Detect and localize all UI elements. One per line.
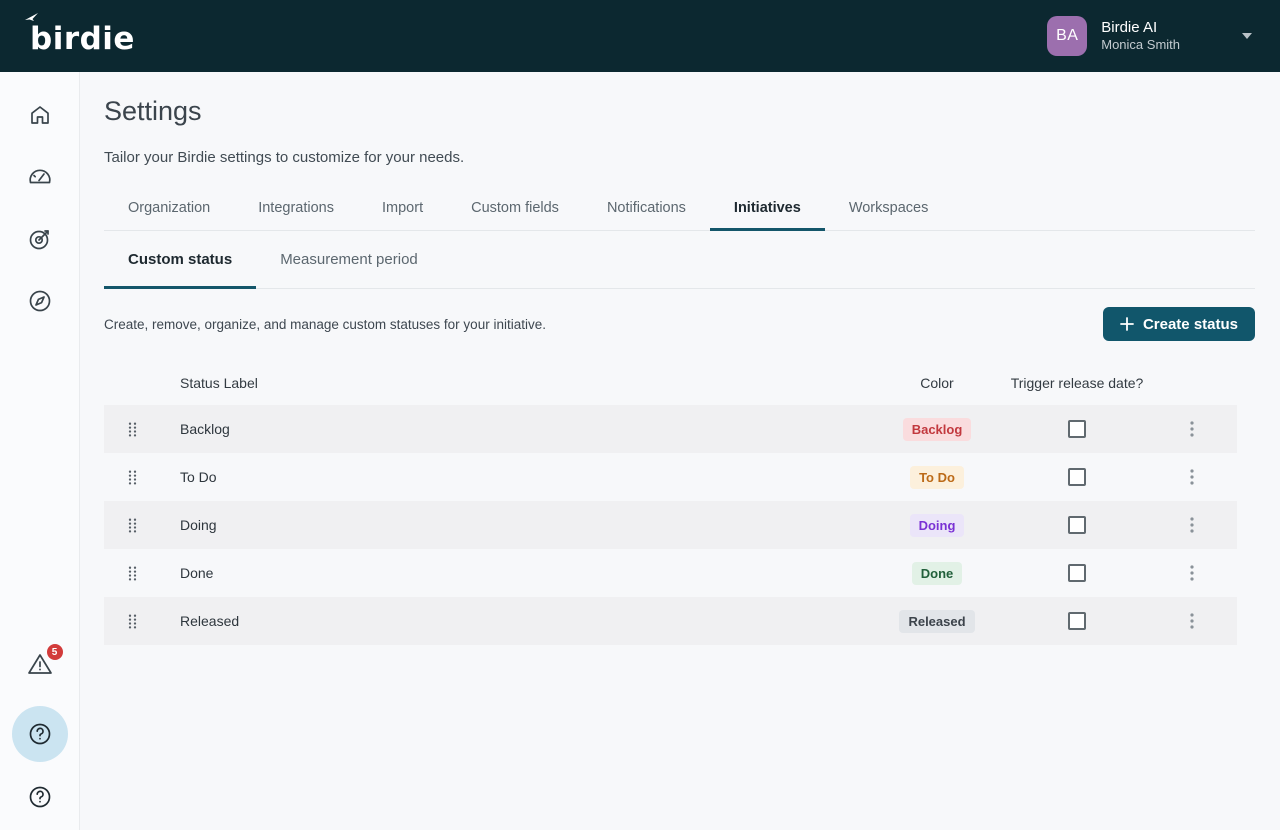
app-logo[interactable]: birdie bbox=[25, 12, 135, 57]
tab-initiatives[interactable]: Initiatives bbox=[709, 186, 825, 231]
home-icon bbox=[30, 106, 49, 124]
logo-text: birdie bbox=[30, 20, 135, 57]
chevron-down-icon[interactable] bbox=[1242, 33, 1252, 39]
drag-handle[interactable] bbox=[104, 422, 160, 437]
sidebar-item-help[interactable] bbox=[27, 784, 53, 810]
column-status-label: Status Label bbox=[180, 375, 258, 391]
table-row: To Do To Do bbox=[104, 453, 1237, 501]
status-color-badge: Doing bbox=[909, 513, 965, 537]
section-description: Create, remove, organize, and manage cus… bbox=[104, 316, 546, 332]
tab-import[interactable]: Import bbox=[382, 200, 424, 216]
drag-handle[interactable] bbox=[104, 614, 160, 629]
initiatives-subtabs: Custom status Measurement period bbox=[104, 231, 1255, 289]
drag-dots-icon bbox=[128, 566, 136, 581]
drag-dots-icon bbox=[128, 614, 136, 629]
column-trigger-release-date: Trigger release date? bbox=[1010, 375, 1144, 391]
custom-status-table: Status Label Color Trigger release date?… bbox=[104, 361, 1237, 645]
kebab-menu-icon bbox=[1190, 421, 1194, 437]
create-status-button[interactable]: Create status bbox=[1102, 307, 1255, 341]
drag-dots-icon bbox=[128, 470, 136, 485]
status-label: Backlog bbox=[180, 421, 230, 437]
page-title: Settings bbox=[104, 96, 202, 126]
plus-icon bbox=[1120, 317, 1134, 331]
status-label: To Do bbox=[180, 469, 217, 485]
table-row: Doing Doing bbox=[104, 501, 1237, 549]
drag-handle[interactable] bbox=[104, 470, 160, 485]
sidebar-item-explore[interactable] bbox=[27, 288, 53, 314]
topbar: birdie BA Birdie AI Monica Smith bbox=[0, 0, 1280, 72]
sidebar-item-goals[interactable] bbox=[27, 226, 53, 252]
status-color-badge: Released bbox=[899, 609, 975, 633]
row-menu-button[interactable] bbox=[1180, 417, 1204, 441]
main-content: Settings Tailor your Birdie settings to … bbox=[80, 72, 1280, 645]
account-menu[interactable]: BA Birdie AI Monica Smith bbox=[1047, 16, 1252, 56]
sidebar-bottom-group: 5 bbox=[11, 644, 68, 810]
column-color: Color bbox=[920, 375, 954, 391]
sidebar-item-alerts[interactable]: 5 bbox=[26, 644, 63, 682]
goals-target-icon bbox=[29, 230, 49, 250]
create-status-label: Create status bbox=[1142, 315, 1238, 333]
subtab-custom-status[interactable]: Custom status bbox=[104, 231, 257, 289]
alerts-count-badge: 5 bbox=[46, 644, 63, 660]
kebab-menu-icon bbox=[1190, 469, 1194, 485]
account-name: Birdie AI bbox=[1101, 18, 1158, 36]
drag-handle[interactable] bbox=[104, 518, 160, 533]
trigger-release-checkbox[interactable] bbox=[1068, 516, 1086, 534]
sidebar-item-home[interactable] bbox=[27, 102, 53, 128]
row-menu-button[interactable] bbox=[1180, 561, 1204, 585]
status-color-badge: Done bbox=[911, 561, 963, 585]
settings-tabs: Organization Integrations Import Custom … bbox=[104, 186, 1255, 231]
sidebar-item-help-active[interactable] bbox=[11, 706, 68, 762]
tab-notifications[interactable]: Notifications bbox=[606, 200, 686, 216]
table-header: Status Label Color Trigger release date? bbox=[104, 361, 1237, 405]
row-menu-button[interactable] bbox=[1180, 513, 1204, 537]
row-menu-button[interactable] bbox=[1180, 465, 1204, 489]
table-row: Released Released bbox=[104, 597, 1237, 645]
section-header: Create, remove, organize, and manage cus… bbox=[104, 307, 1255, 341]
row-menu-button[interactable] bbox=[1180, 609, 1204, 633]
status-color-badge: To Do bbox=[910, 465, 964, 489]
status-label: Doing bbox=[180, 517, 217, 533]
dashboard-gauge-icon bbox=[28, 169, 51, 184]
sidebar-item-dashboard[interactable] bbox=[27, 164, 53, 190]
trigger-release-checkbox[interactable] bbox=[1068, 564, 1086, 582]
trigger-release-checkbox[interactable] bbox=[1068, 420, 1086, 438]
drag-dots-icon bbox=[128, 422, 136, 437]
tab-custom-fields[interactable]: Custom fields bbox=[471, 200, 559, 216]
trigger-release-checkbox[interactable] bbox=[1068, 612, 1086, 630]
page-subtitle: Tailor your Birdie settings to customize… bbox=[104, 149, 465, 166]
profile-names: Birdie AI Monica Smith bbox=[1101, 19, 1180, 54]
sidebar-top-group bbox=[27, 102, 53, 314]
bird-icon bbox=[25, 12, 38, 21]
help-circle-icon bbox=[29, 786, 50, 808]
drag-handle[interactable] bbox=[104, 566, 160, 581]
avatar: BA bbox=[1047, 16, 1088, 56]
tab-organization[interactable]: Organization bbox=[128, 200, 211, 216]
subtab-measurement-period[interactable]: Measurement period bbox=[280, 251, 418, 268]
tab-integrations[interactable]: Integrations bbox=[258, 200, 334, 216]
explore-compass-icon bbox=[29, 290, 50, 312]
kebab-menu-icon bbox=[1190, 565, 1194, 581]
tab-workspaces[interactable]: Workspaces bbox=[848, 200, 929, 216]
kebab-menu-icon bbox=[1190, 517, 1194, 533]
table-row: Backlog Backlog bbox=[104, 405, 1237, 453]
drag-dots-icon bbox=[128, 518, 136, 533]
status-color-badge: Backlog bbox=[902, 417, 972, 441]
trigger-release-checkbox[interactable] bbox=[1068, 468, 1086, 486]
help-circle-icon bbox=[29, 723, 50, 745]
status-label: Done bbox=[180, 565, 214, 581]
table-body: Backlog Backlog To Do To Do bbox=[104, 405, 1237, 645]
table-row: Done Done bbox=[104, 549, 1237, 597]
user-name: Monica Smith bbox=[1101, 37, 1180, 53]
warning-triangle-icon bbox=[27, 654, 52, 674]
status-label: Released bbox=[180, 613, 240, 629]
kebab-menu-icon bbox=[1190, 613, 1194, 629]
sidebar: 5 bbox=[0, 72, 80, 830]
